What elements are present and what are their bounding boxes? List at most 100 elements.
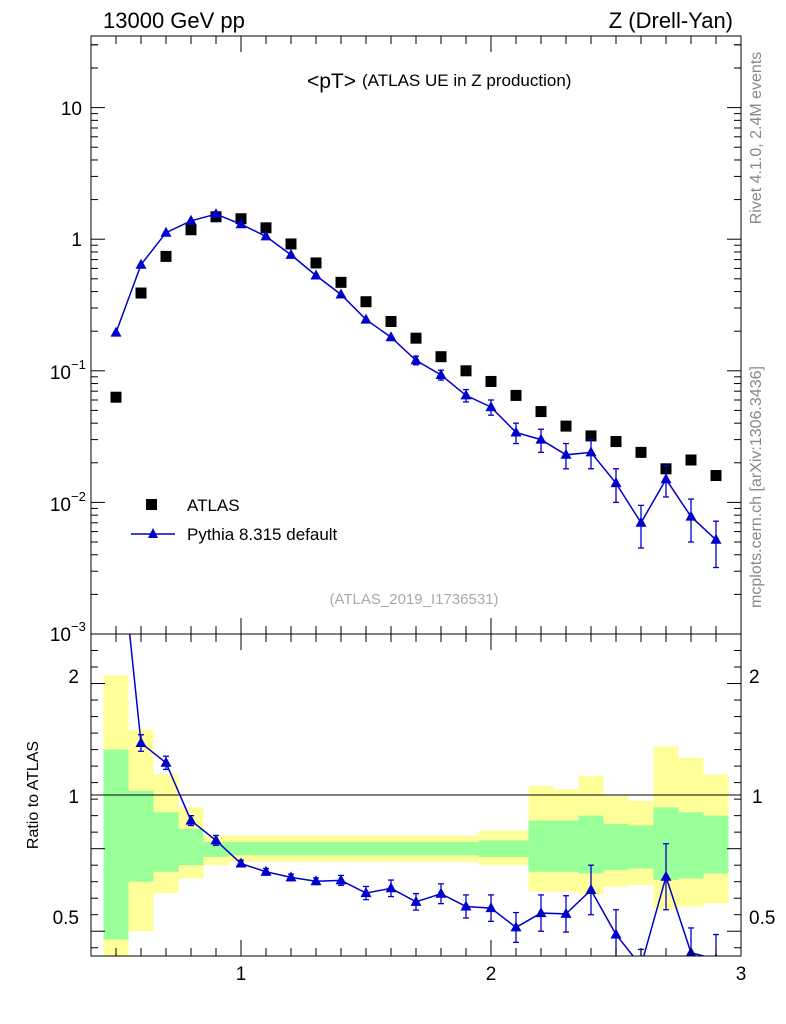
ratio-point bbox=[160, 756, 172, 767]
header-left: 13000 GeV pp bbox=[103, 8, 245, 33]
ratio-ytick-1-right: 1 bbox=[752, 787, 763, 808]
atlas-point bbox=[385, 315, 397, 327]
ytick-0.1-exp: −1 bbox=[71, 357, 86, 372]
mc-point bbox=[685, 510, 697, 521]
mc-point bbox=[460, 389, 472, 400]
inner-band bbox=[403, 842, 429, 856]
inner-band bbox=[328, 842, 354, 856]
ytick-0.001-exp: −3 bbox=[71, 619, 86, 634]
legend-mc-label: Pythia 8.315 default bbox=[187, 525, 338, 544]
ytick-0.01-exp: −2 bbox=[71, 489, 86, 504]
ratio-ytick-2-left: 2 bbox=[68, 667, 79, 688]
plot-title-sub: (ATLAS UE in Z production) bbox=[362, 71, 571, 90]
ratio-point bbox=[235, 857, 247, 868]
ratio-point bbox=[285, 871, 297, 882]
atlas-point bbox=[610, 436, 622, 448]
atlas-point bbox=[260, 222, 272, 234]
ratio-ytick-0.5-left: 0.5 bbox=[53, 908, 79, 929]
mc-point bbox=[160, 226, 172, 237]
inner-band bbox=[503, 840, 529, 857]
atlas-point bbox=[285, 238, 297, 250]
inner-band bbox=[378, 842, 404, 856]
mcplots-label: mcplots.cern.ch [arXiv:1306.3436] bbox=[748, 366, 765, 608]
inner-band bbox=[478, 840, 504, 857]
mc-point bbox=[410, 354, 422, 365]
ytick-0.01: 10 bbox=[50, 495, 71, 516]
atlas-point bbox=[710, 470, 722, 482]
inner-band bbox=[103, 749, 129, 940]
main-axis-ticks bbox=[90, 36, 742, 635]
mc-point bbox=[360, 313, 372, 324]
mc-point bbox=[560, 448, 572, 459]
atlas-point bbox=[485, 375, 497, 387]
ratio-point bbox=[310, 875, 322, 886]
atlas-point bbox=[510, 389, 522, 401]
analysis-watermark: (ATLAS_2019_I1736531) bbox=[329, 591, 498, 608]
ytick-1: 1 bbox=[71, 230, 82, 251]
header-right: Z (Drell-Yan) bbox=[609, 8, 733, 33]
inner-band bbox=[428, 842, 454, 856]
ratio-y-axis-label: Ratio to ATLAS bbox=[25, 741, 42, 849]
inner-band bbox=[153, 812, 179, 872]
mc-point bbox=[285, 248, 297, 259]
inner-band bbox=[628, 825, 654, 869]
mc-point bbox=[335, 288, 347, 299]
atlas-point bbox=[410, 332, 422, 344]
inner-band bbox=[578, 815, 604, 874]
plot-title-main: <pT> bbox=[307, 70, 356, 93]
atlas-point bbox=[460, 365, 472, 377]
inner-band bbox=[253, 842, 279, 856]
ratio-point bbox=[260, 865, 272, 876]
inner-band bbox=[453, 842, 479, 856]
ratio-data-layer bbox=[111, 496, 719, 970]
inner-band bbox=[678, 812, 704, 879]
atlas-point bbox=[685, 454, 697, 466]
ytick-0.1: 10 bbox=[50, 363, 71, 384]
ratio-point bbox=[185, 814, 197, 825]
atlas-point bbox=[360, 296, 372, 308]
inner-band bbox=[278, 842, 304, 856]
ytick-10: 10 bbox=[61, 99, 82, 120]
rivet-label: Rivet 4.1.0, 2.4M events bbox=[748, 52, 765, 225]
mc-point bbox=[260, 230, 272, 241]
inner-band bbox=[703, 815, 729, 874]
inner-band bbox=[528, 820, 554, 872]
main-data-layer bbox=[110, 208, 722, 569]
inner-band bbox=[128, 790, 154, 882]
xtick-3: 3 bbox=[736, 964, 747, 985]
mc-point bbox=[485, 401, 497, 412]
ratio-point bbox=[610, 928, 622, 939]
ratio-ytick-0.5-right: 0.5 bbox=[749, 908, 775, 929]
mc-line bbox=[115, 213, 717, 541]
atlas-point bbox=[560, 420, 572, 432]
atlas-point bbox=[160, 250, 172, 262]
atlas-point bbox=[535, 406, 547, 418]
mc-point bbox=[710, 533, 722, 544]
mc-point bbox=[235, 218, 247, 229]
ratio-point bbox=[135, 736, 147, 747]
ratio-axis-ticks bbox=[90, 634, 742, 956]
inner-band bbox=[603, 823, 629, 871]
atlas-point bbox=[185, 224, 197, 236]
ratio-point bbox=[210, 834, 222, 845]
ratio-point bbox=[335, 874, 347, 885]
ratio-point bbox=[585, 883, 597, 894]
ratio-point bbox=[111, 496, 122, 506]
mc-point bbox=[310, 269, 322, 280]
mc-point bbox=[110, 326, 122, 337]
ratio-point bbox=[435, 887, 447, 898]
ratio-point bbox=[636, 960, 647, 970]
mc-point bbox=[435, 368, 447, 379]
inner-band bbox=[178, 828, 204, 866]
inner-band bbox=[303, 842, 329, 856]
atlas-point bbox=[335, 276, 347, 288]
mc-point bbox=[660, 473, 672, 484]
inner-band bbox=[553, 820, 579, 872]
legend-mc-marker bbox=[148, 528, 158, 538]
atlas-point bbox=[310, 257, 322, 269]
mc-point bbox=[610, 477, 622, 488]
mc-point bbox=[185, 214, 197, 225]
xtick-2: 2 bbox=[486, 964, 497, 985]
ratio-ytick-2-right: 2 bbox=[749, 667, 760, 688]
